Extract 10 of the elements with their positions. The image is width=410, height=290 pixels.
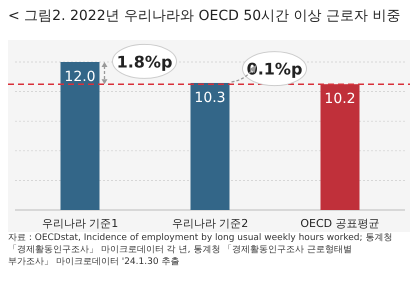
annotation: 0.1%p [246,60,302,79]
data-label: 12.0 [64,69,96,85]
data-label: 10.3 [194,90,226,106]
x-tick-label: 우리나라 기준2 [172,217,248,230]
x-tick-label: 우리나라 기준1 [42,217,118,230]
annotation: 1.8%p [116,52,172,72]
text: 자료 : OECDstat, Incidence of employment by long usual weekly hours worked; 통계청 「경제활동인구조사」 마이크로데이터 각 년, 통계청 「경제활동인구조사 근로형태별 부가조사」 마이크로데이터 '24.1.30 추출 [8,233,392,267]
x-tick-label: OECD 공표평균 [300,217,380,230]
data-label: 10.2 [324,91,356,108]
chart-title: < 그림2. 2022년 우리나라와 OECD 50시간 이상 근로자 비중 [8,8,401,24]
